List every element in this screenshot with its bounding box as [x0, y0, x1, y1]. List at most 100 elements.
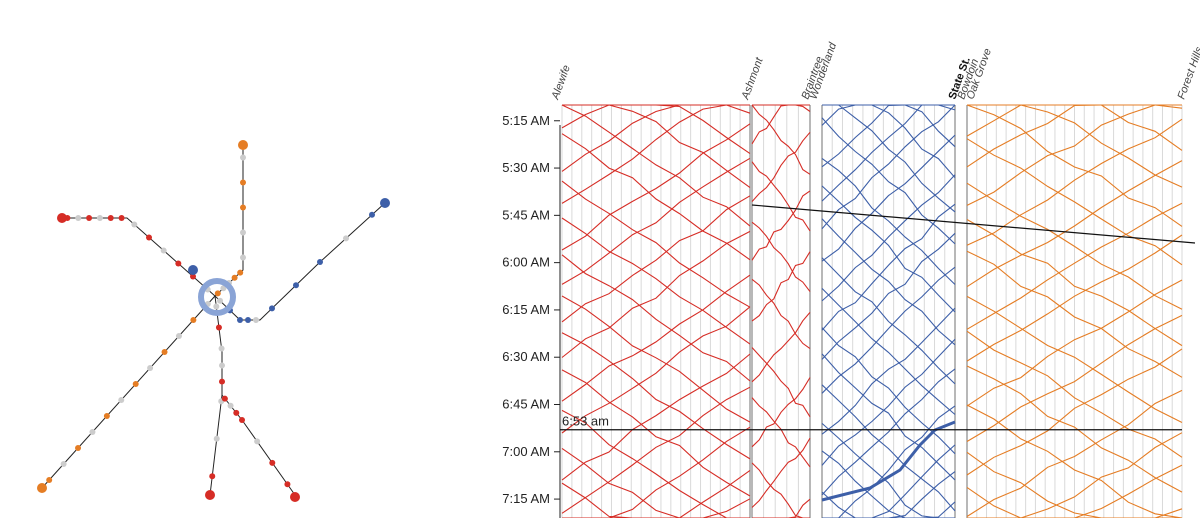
train-line[interactable] — [561, 104, 751, 227]
train-line[interactable] — [821, 327, 956, 455]
train-line[interactable] — [966, 104, 1182, 168]
train-line[interactable] — [966, 250, 1183, 378]
train-line[interactable] — [967, 464, 1183, 518]
train-line[interactable] — [561, 104, 750, 204]
train-line[interactable] — [561, 274, 751, 402]
train-line[interactable] — [822, 471, 956, 518]
train-line[interactable] — [821, 257, 956, 385]
train-line[interactable] — [966, 330, 1183, 458]
train-dot[interactable] — [240, 229, 246, 236]
train-dot[interactable] — [86, 215, 93, 221]
train-lines[interactable] — [561, 104, 1183, 518]
train-line[interactable] — [561, 386, 751, 514]
train-line[interactable] — [966, 404, 1183, 518]
terminal-station[interactable] — [188, 265, 198, 275]
train-dot[interactable] — [269, 305, 275, 312]
train-line[interactable] — [821, 266, 956, 394]
train-line[interactable] — [562, 469, 751, 518]
train-dot[interactable] — [221, 395, 228, 402]
train-dot[interactable] — [146, 234, 152, 241]
train-dot[interactable] — [240, 254, 246, 261]
train-line[interactable] — [966, 219, 1183, 347]
train-line[interactable] — [561, 482, 750, 518]
train-line[interactable] — [821, 117, 956, 245]
train-line[interactable] — [752, 104, 811, 112]
train-line[interactable] — [561, 369, 751, 497]
train-line[interactable] — [561, 230, 751, 358]
train-line[interactable] — [561, 254, 751, 382]
train-dot[interactable] — [269, 459, 276, 466]
train-line[interactable] — [966, 295, 1183, 423]
train-dot[interactable] — [317, 259, 323, 265]
train-dot[interactable] — [60, 461, 67, 467]
train-line[interactable] — [821, 288, 956, 415]
train-line[interactable] — [561, 306, 751, 434]
train-dot[interactable] — [220, 285, 227, 292]
terminal-station[interactable] — [290, 492, 300, 502]
train-dot[interactable] — [213, 435, 220, 442]
train-line[interactable] — [561, 104, 750, 129]
train-line[interactable] — [561, 157, 751, 285]
train-dot[interactable] — [237, 317, 243, 323]
train-line[interactable] — [751, 131, 811, 202]
train-line[interactable] — [821, 338, 956, 466]
train-line[interactable] — [821, 353, 956, 481]
train-line[interactable] — [966, 104, 1183, 227]
train-dot[interactable] — [233, 409, 240, 416]
train-dot[interactable] — [237, 269, 244, 276]
train-dot[interactable] — [284, 481, 291, 488]
train-line[interactable] — [751, 221, 811, 292]
time-cursor[interactable]: 6:53 am — [560, 414, 1182, 431]
train-dot[interactable] — [214, 290, 221, 297]
train-line[interactable] — [751, 190, 811, 261]
train-dot[interactable] — [227, 402, 234, 409]
train-dot[interactable] — [147, 365, 154, 371]
train-line[interactable] — [822, 501, 956, 518]
train-line[interactable] — [561, 295, 751, 423]
train-dot[interactable] — [240, 179, 246, 186]
train-line[interactable] — [821, 104, 955, 126]
train-line[interactable] — [752, 498, 811, 518]
train-line[interactable] — [967, 432, 1183, 518]
train-dot[interactable] — [131, 221, 138, 228]
train-dot[interactable] — [209, 473, 216, 480]
train-dot[interactable] — [161, 349, 168, 355]
train-dot[interactable] — [231, 274, 238, 281]
train-line[interactable] — [561, 133, 751, 261]
train-line[interactable] — [821, 185, 956, 313]
train-line[interactable] — [821, 174, 956, 302]
train-dot[interactable] — [240, 154, 246, 161]
train-dot[interactable] — [118, 397, 125, 403]
train-line[interactable] — [966, 365, 1183, 493]
train-line[interactable] — [751, 397, 811, 468]
train-line[interactable] — [821, 384, 956, 512]
terminal-station[interactable] — [205, 490, 215, 500]
train-line[interactable] — [751, 437, 811, 508]
train-line[interactable] — [751, 161, 811, 232]
train-line[interactable] — [561, 332, 751, 460]
train-line[interactable] — [966, 279, 1183, 407]
train-line[interactable] — [751, 377, 811, 448]
train-line[interactable] — [966, 451, 1182, 518]
train-dot[interactable] — [89, 429, 96, 435]
train-line[interactable] — [822, 104, 956, 213]
train-dot[interactable] — [218, 345, 225, 352]
train-line[interactable] — [966, 104, 1182, 206]
train-line[interactable] — [821, 307, 956, 435]
train-dot[interactable] — [96, 215, 103, 221]
train-line[interactable] — [966, 486, 1182, 518]
train-dot[interactable] — [253, 317, 259, 323]
train-line[interactable] — [821, 134, 956, 262]
train-line[interactable] — [966, 160, 1183, 288]
train-line[interactable] — [821, 491, 955, 518]
train-dot[interactable] — [190, 273, 196, 280]
selected-station-ring[interactable] — [198, 278, 236, 316]
train-line[interactable] — [966, 348, 1183, 476]
train-dot[interactable] — [254, 438, 261, 445]
train-dot[interactable] — [160, 247, 167, 254]
train-dot[interactable] — [103, 413, 110, 419]
marey-diagram[interactable]: 5:15 AM 5:30 AM 5:45 AM 6:00 AM 6:15 AM 6:30 … — [470, 0, 1200, 518]
train-line[interactable] — [561, 217, 751, 345]
terminal-station[interactable] — [238, 140, 248, 150]
train-line[interactable] — [751, 104, 810, 145]
